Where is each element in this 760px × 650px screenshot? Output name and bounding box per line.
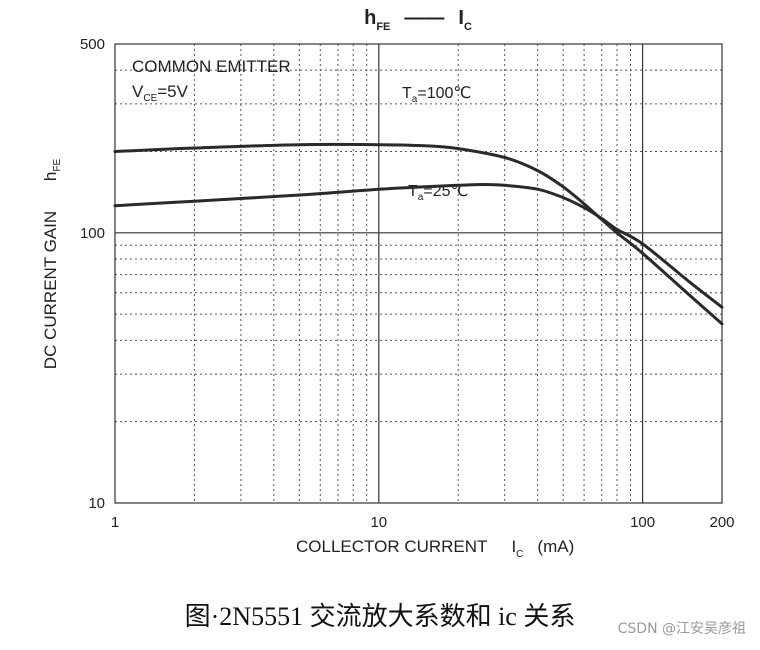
y-axis-label: DC CURRENT GAIN xyxy=(41,211,60,369)
series-label-100c: Ta=100℃ xyxy=(402,85,471,105)
figure-caption: 图·2N5551 交流放大系数和 ic 关系 xyxy=(184,602,576,631)
x-tick-label: 200 xyxy=(709,514,734,531)
common-emitter-label: COMMON EMITTER xyxy=(132,57,291,76)
series-line-25c xyxy=(113,183,724,309)
hfe-ic-chart: hFE —— IC 1 10 100 200 10 100 500 COMMON EMITTER… xyxy=(41,7,735,560)
chart-title: hFE —— IC xyxy=(364,7,472,33)
series-lines xyxy=(113,142,724,326)
y-tick-label: 10 xyxy=(88,495,105,512)
x-tick-label: 1 xyxy=(111,514,119,531)
y-tick-label: 500 xyxy=(80,36,105,53)
y-axis-symbol: hFE xyxy=(41,159,63,182)
series-line-100c xyxy=(113,142,724,326)
tick-labels: 1 10 100 200 10 100 500 xyxy=(80,36,735,531)
chart-grid xyxy=(114,43,723,504)
x-tick-label: 100 xyxy=(630,514,655,531)
y-tick-label: 100 xyxy=(80,225,105,242)
watermark: CSDN @江安吴彦祖 xyxy=(617,621,746,637)
vce-label: VCE=5V xyxy=(132,82,189,104)
x-axis-label: COLLECTOR CURRENT IC (mA) xyxy=(296,537,574,560)
plot-frame xyxy=(114,43,723,504)
x-tick-label: 10 xyxy=(370,514,387,531)
